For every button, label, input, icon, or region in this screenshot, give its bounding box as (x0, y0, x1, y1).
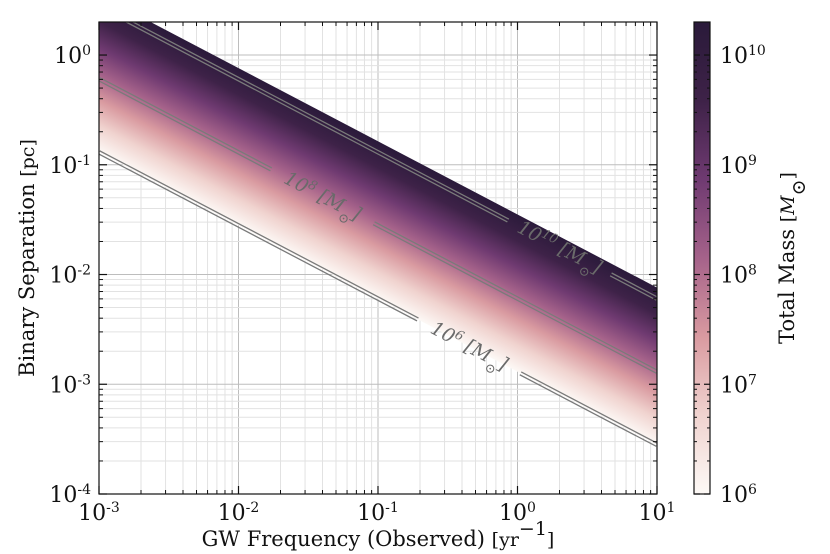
colorbar-tick-exp: 8 (748, 263, 757, 279)
contour-line-1 (99, 80, 271, 172)
contour-line-0 (99, 153, 418, 322)
x-axis-label: GW Frequency (Observed) [yr−1] (202, 518, 555, 551)
x-tick-label-0: 10-3 (78, 500, 120, 526)
x-axis-unit-exp: −1 (519, 518, 547, 540)
colorbar-unit-open: [ (777, 215, 799, 222)
x-tick-label-0-base: 10 (78, 501, 106, 526)
colorbar-tick-base: 10 (720, 44, 748, 69)
y-tick-label-2-base: 10 (49, 264, 77, 289)
colorbar-bar (693, 21, 711, 495)
colorbar-tick-label-3: 109 (720, 153, 757, 179)
contour-line-0 (99, 150, 419, 319)
y-tick-label-0-base: 10 (49, 483, 77, 508)
y-tick-label-3-base: 10 (49, 154, 77, 179)
x-tick-label-1-base: 10 (218, 501, 246, 526)
x-tick-label-1-exp: -2 (246, 500, 260, 516)
colorbar-tick-exp: 7 (748, 372, 757, 388)
x-tick-label-3-base: 10 (499, 501, 527, 526)
x-tick-label-4-exp: 1 (667, 500, 676, 516)
x-axis-unit-close: ] (547, 529, 554, 551)
y-tick-label-2-exp: -2 (77, 263, 91, 279)
y-tick-label-1-base: 10 (49, 373, 77, 398)
contour-line-1 (374, 221, 657, 371)
y-tick-label-0: 10-4 (49, 482, 91, 508)
mass-band (99, 22, 657, 445)
x-tick-label-3: 100 (499, 500, 536, 526)
colorbar-tick-exp: 10 (748, 43, 766, 59)
colorbar-label-text: Total Mass (775, 229, 799, 344)
y-tick-label-1: 10-3 (49, 372, 91, 398)
x-axis-label-text: GW Frequency (Observed) (202, 527, 485, 551)
x-tick-label-2-exp: -1 (385, 500, 399, 516)
x-tick-label-4: 101 (639, 500, 676, 526)
colorbar-unit-close: ] (777, 172, 799, 179)
contour-label-exp: 10 (539, 226, 561, 247)
contour-line-0 (520, 371, 657, 444)
x-tick-label-0-exp: -3 (106, 500, 120, 516)
colorbar-tick-label-4: 1010 (720, 43, 766, 69)
colorbar-tick-label-1: 107 (720, 372, 757, 398)
colorbar-tick-exp: 9 (748, 153, 757, 169)
contour-line-2 (131, 22, 510, 220)
colorbar-tick-exp: 6 (748, 482, 757, 498)
y-axis-label: Binary Separation [pc] (15, 139, 39, 377)
x-axis-unit: [yr (492, 529, 520, 551)
y-tick-label-4-exp: 0 (82, 43, 91, 59)
colorbar-unit-sub: ⊙ (788, 179, 810, 195)
colorbar-tick-base: 10 (720, 154, 748, 179)
y-tick-label-4-base: 10 (54, 44, 82, 69)
colorbar-tick-base: 10 (720, 483, 748, 508)
colorbar-tick-base: 10 (720, 264, 748, 289)
contour-line-0 (519, 374, 657, 447)
y-tick-label-2: 10-2 (49, 263, 91, 289)
colorbar-label: Total Mass [M⊙] (775, 172, 810, 344)
contour-line-2 (611, 272, 657, 298)
x-tick-label-3-exp: 0 (527, 500, 536, 516)
mass-band-fill (99, 22, 657, 445)
y-axis-label-text: Binary Separation (15, 183, 39, 376)
contour-line-1 (372, 224, 657, 374)
contour-line-1 (99, 77, 273, 169)
x-tick-label-2: 10-1 (357, 500, 399, 526)
y-tick-label-1-exp: -3 (77, 372, 91, 388)
y-tick-label-0-exp: -4 (77, 482, 91, 498)
y-tick-label-3-exp: -1 (77, 153, 91, 169)
x-tick-label-4-base: 10 (639, 501, 667, 526)
colorbar-tick-base: 10 (720, 373, 748, 398)
y-axis-unit: [pc] (17, 139, 39, 177)
contour-line-2 (609, 275, 657, 301)
colorbar-tick-label-0: 106 (720, 482, 757, 508)
colorbar-tick-label-2: 108 (720, 263, 757, 289)
x-tick-label-2-base: 10 (357, 501, 385, 526)
x-tick-label-1: 10-2 (218, 500, 260, 526)
colorbar-unit-symbol: M (777, 195, 799, 216)
y-tick-label-3: 10-1 (49, 153, 91, 179)
y-tick-label-4: 100 (54, 43, 91, 69)
contour-line-2 (124, 22, 508, 223)
